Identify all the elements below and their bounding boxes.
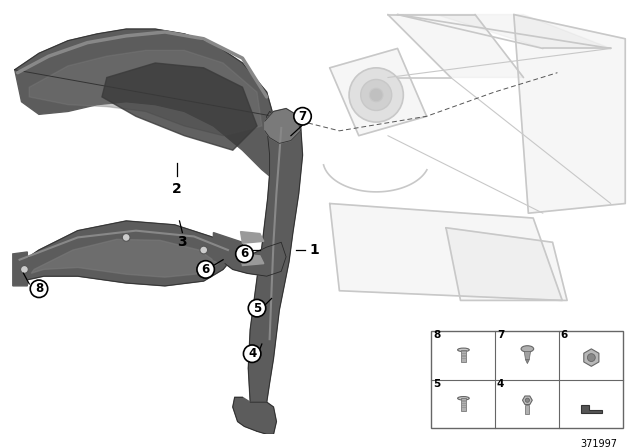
Text: 4: 4 xyxy=(497,379,504,389)
Polygon shape xyxy=(29,50,262,136)
Circle shape xyxy=(20,266,28,273)
Polygon shape xyxy=(330,203,563,301)
Ellipse shape xyxy=(458,348,469,352)
Text: 371997: 371997 xyxy=(580,439,617,448)
Ellipse shape xyxy=(458,396,469,400)
Circle shape xyxy=(200,246,207,254)
Text: 6: 6 xyxy=(240,247,248,260)
Circle shape xyxy=(236,245,253,263)
Polygon shape xyxy=(388,14,524,78)
Text: 5: 5 xyxy=(253,302,261,314)
Polygon shape xyxy=(31,239,218,277)
Circle shape xyxy=(349,68,403,122)
Polygon shape xyxy=(233,397,276,434)
Text: 5: 5 xyxy=(433,379,440,389)
Ellipse shape xyxy=(521,346,534,352)
Bar xyxy=(461,350,466,362)
Circle shape xyxy=(243,345,261,362)
Text: 6: 6 xyxy=(202,263,210,276)
Polygon shape xyxy=(522,396,532,405)
Circle shape xyxy=(361,79,392,111)
Bar xyxy=(431,332,623,428)
Circle shape xyxy=(294,108,311,125)
Polygon shape xyxy=(525,360,529,364)
Polygon shape xyxy=(15,221,237,286)
Polygon shape xyxy=(580,405,602,413)
Bar xyxy=(525,405,529,414)
Circle shape xyxy=(248,299,266,317)
Circle shape xyxy=(197,261,214,278)
Text: 7: 7 xyxy=(497,330,504,340)
Polygon shape xyxy=(397,14,611,48)
Circle shape xyxy=(122,233,130,241)
Polygon shape xyxy=(241,254,264,266)
Polygon shape xyxy=(524,351,531,360)
Polygon shape xyxy=(446,228,567,301)
Text: 2: 2 xyxy=(172,182,182,196)
Polygon shape xyxy=(241,232,264,243)
Polygon shape xyxy=(13,252,28,286)
Circle shape xyxy=(525,398,529,402)
Polygon shape xyxy=(514,14,625,213)
Bar xyxy=(461,398,466,410)
Text: 8: 8 xyxy=(433,330,440,340)
Polygon shape xyxy=(225,242,286,276)
Polygon shape xyxy=(248,112,303,431)
Polygon shape xyxy=(213,233,243,267)
Text: 6: 6 xyxy=(561,330,568,340)
Text: 3: 3 xyxy=(177,235,188,249)
Text: 8: 8 xyxy=(35,282,43,295)
Circle shape xyxy=(369,88,383,102)
Text: 1: 1 xyxy=(309,243,319,257)
Circle shape xyxy=(30,280,48,297)
Polygon shape xyxy=(102,63,257,150)
Polygon shape xyxy=(330,48,427,136)
Circle shape xyxy=(588,353,595,362)
Polygon shape xyxy=(15,29,273,179)
Polygon shape xyxy=(584,349,599,366)
Polygon shape xyxy=(265,108,301,143)
Text: 7: 7 xyxy=(298,110,307,123)
Text: 4: 4 xyxy=(248,347,256,360)
